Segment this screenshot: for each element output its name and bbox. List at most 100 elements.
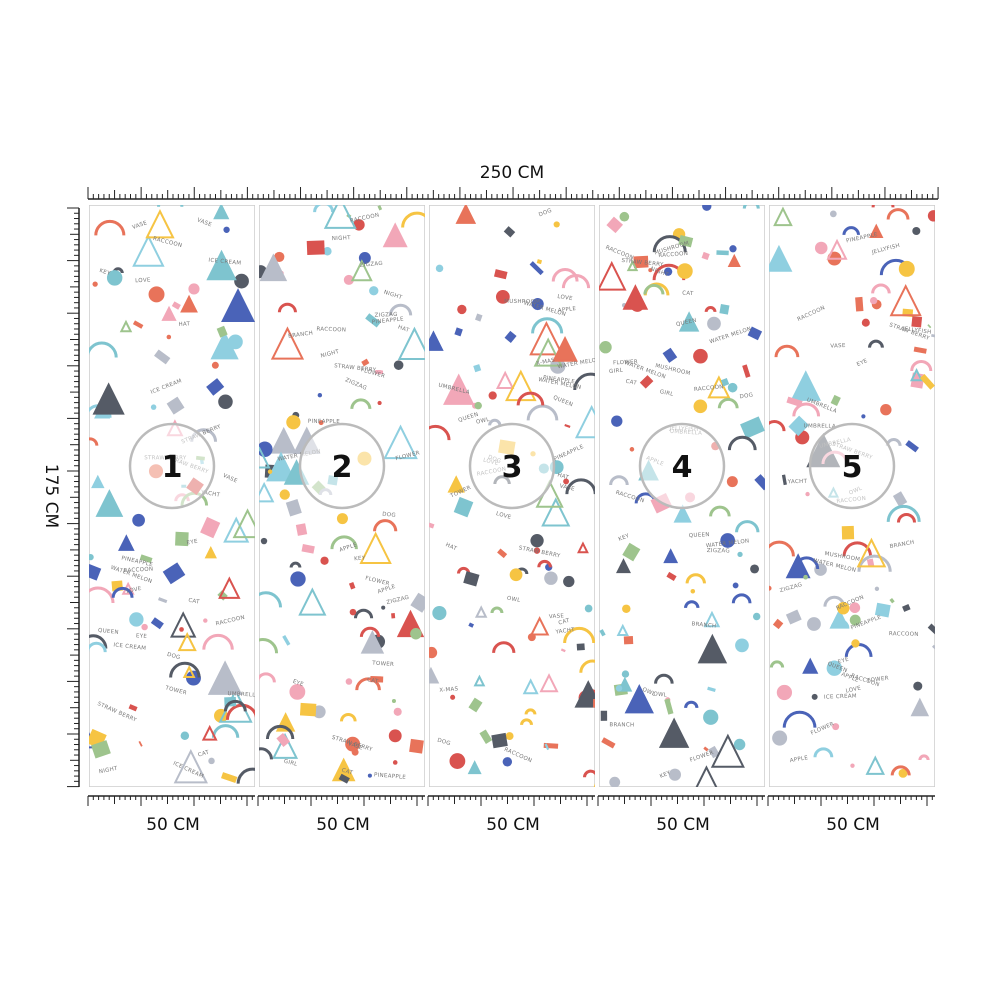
motif [727, 382, 738, 393]
motif [619, 211, 630, 222]
motif [629, 447, 635, 452]
pattern-word: DOG [436, 738, 451, 748]
motif [536, 259, 543, 265]
motif [393, 360, 404, 370]
motif [200, 516, 221, 539]
motif [583, 769, 595, 778]
motif [516, 391, 545, 406]
motif [539, 673, 559, 693]
motif [429, 424, 451, 441]
motif [533, 547, 541, 554]
motif [802, 657, 819, 674]
pattern-word: APPLE [339, 542, 359, 554]
motif [752, 612, 761, 621]
motif [488, 391, 497, 400]
motif [849, 614, 861, 626]
pattern-word: BRANCH [288, 330, 314, 339]
motif [266, 451, 296, 482]
motif [869, 223, 884, 238]
pattern-word: CAT [197, 750, 210, 759]
motif [871, 283, 891, 294]
motif [793, 556, 820, 570]
motif [495, 370, 515, 390]
motif [323, 247, 332, 256]
motif [707, 375, 731, 399]
motif [584, 604, 593, 613]
motif [350, 398, 372, 410]
pattern-word: ICE CREAM [824, 693, 857, 700]
pattern-word: UMBRELLA [804, 423, 836, 430]
motif [697, 633, 728, 664]
motif [138, 740, 143, 747]
motif [866, 558, 875, 567]
motif [772, 618, 784, 630]
pattern-word: BRANCH [609, 722, 634, 728]
pattern-word: NIGHT [320, 349, 340, 360]
motif [475, 313, 483, 322]
motif [830, 394, 841, 407]
motif [703, 610, 721, 628]
motif [186, 670, 201, 686]
pattern-word: TOWER [866, 676, 889, 685]
motif [563, 627, 595, 644]
pattern-word: VASE [196, 217, 213, 228]
motif [531, 298, 544, 311]
motif [306, 240, 325, 256]
motif [503, 226, 516, 238]
motif [232, 508, 255, 539]
pattern-word: KEY [98, 268, 111, 277]
motif [726, 476, 738, 488]
motif [453, 496, 474, 518]
motif [435, 264, 444, 273]
pattern-word: JELLYFISH [901, 326, 931, 336]
motif [318, 420, 324, 426]
motif [663, 548, 679, 564]
pattern-word: ICE CREAM [208, 258, 241, 267]
motif [365, 313, 381, 328]
motif [537, 559, 552, 568]
motif [890, 765, 911, 776]
motif [259, 747, 273, 760]
motif [826, 238, 848, 260]
motif [867, 339, 884, 348]
motif [271, 732, 299, 759]
motif [606, 216, 624, 234]
motif [529, 616, 550, 636]
motif [202, 633, 234, 650]
pattern-word: RACCOON [123, 567, 153, 575]
motif [339, 713, 357, 722]
motif [880, 404, 892, 416]
motif [814, 241, 828, 255]
motif [323, 205, 357, 229]
motif [803, 574, 808, 580]
motif [89, 641, 107, 653]
pattern-word: RACCOON [889, 631, 919, 638]
motif [574, 404, 595, 439]
motif [509, 568, 523, 582]
motif [678, 311, 700, 332]
motif [177, 631, 197, 652]
motif [703, 709, 719, 725]
motif [905, 440, 919, 453]
motif [709, 505, 731, 517]
motif [211, 361, 219, 369]
motif [286, 415, 301, 430]
pattern-word: EYE [837, 656, 850, 665]
motif [623, 636, 634, 645]
motif [454, 327, 463, 337]
motif [290, 571, 306, 587]
motif [265, 724, 295, 740]
motif [732, 582, 739, 589]
motif [397, 326, 425, 361]
motif [786, 396, 803, 408]
pattern-word: VASE [347, 741, 364, 752]
panel-number: 1 [162, 450, 183, 485]
pattern-word: STRAW BERRY [621, 258, 664, 268]
motif [708, 745, 720, 759]
pattern-word: NIGHT [98, 766, 118, 776]
motif [856, 537, 887, 568]
pattern-word: HAT [178, 321, 190, 328]
motif [776, 684, 793, 701]
